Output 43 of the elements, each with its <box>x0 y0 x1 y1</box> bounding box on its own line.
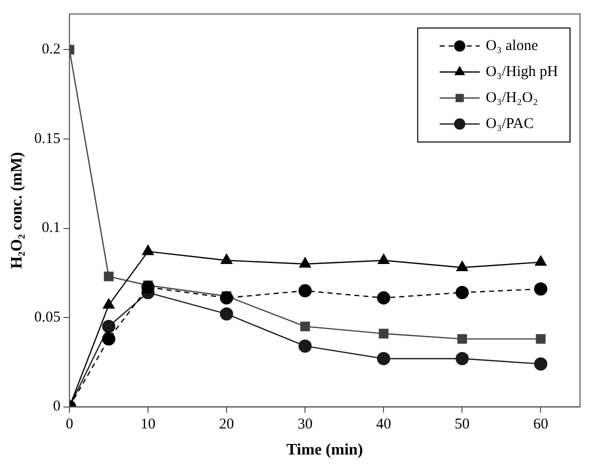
x-tick-label: 30 <box>298 416 313 433</box>
point <box>377 352 390 366</box>
x-tick-label: 0 <box>66 416 74 433</box>
point <box>220 254 232 264</box>
point <box>534 357 548 371</box>
point <box>142 244 154 256</box>
point <box>299 257 311 268</box>
point <box>104 272 114 282</box>
x-tick-label: 10 <box>140 416 156 433</box>
point <box>298 339 312 353</box>
y-tick-label: 0 <box>52 398 60 415</box>
point <box>536 334 546 344</box>
legend-label: O₃/PAC <box>486 116 534 132</box>
point <box>456 260 468 272</box>
y-tick-label: 0.05 <box>34 309 60 326</box>
point <box>377 291 390 304</box>
point <box>300 322 310 332</box>
point <box>220 307 234 321</box>
x-tick-label: 60 <box>533 416 548 433</box>
point <box>534 256 547 266</box>
point <box>102 298 115 309</box>
legend-label: O₃ alone <box>486 38 538 54</box>
point <box>534 282 548 296</box>
point <box>102 332 116 346</box>
point <box>378 254 390 264</box>
x-tick-label: 20 <box>219 416 234 433</box>
x-axis-title: Time (min) <box>286 442 364 459</box>
y-tick-label: 0.15 <box>34 130 60 147</box>
point <box>298 284 312 298</box>
legend-label: O₃/High pH <box>486 64 558 80</box>
point <box>457 334 468 344</box>
point <box>220 291 234 304</box>
x-tick-label: 50 <box>454 416 470 433</box>
x-tick-label: 40 <box>376 416 392 433</box>
point <box>102 320 116 334</box>
point <box>378 328 388 338</box>
point <box>456 286 469 300</box>
point <box>141 280 155 294</box>
legend-label: O₃/H₂O₂ <box>486 90 538 106</box>
y-axis-title: H₂O₂ conc. (mM) <box>8 152 26 269</box>
y-tick-label: 0.2 <box>42 42 60 58</box>
point <box>456 352 469 366</box>
y-tick-label: 0.1 <box>42 220 60 236</box>
